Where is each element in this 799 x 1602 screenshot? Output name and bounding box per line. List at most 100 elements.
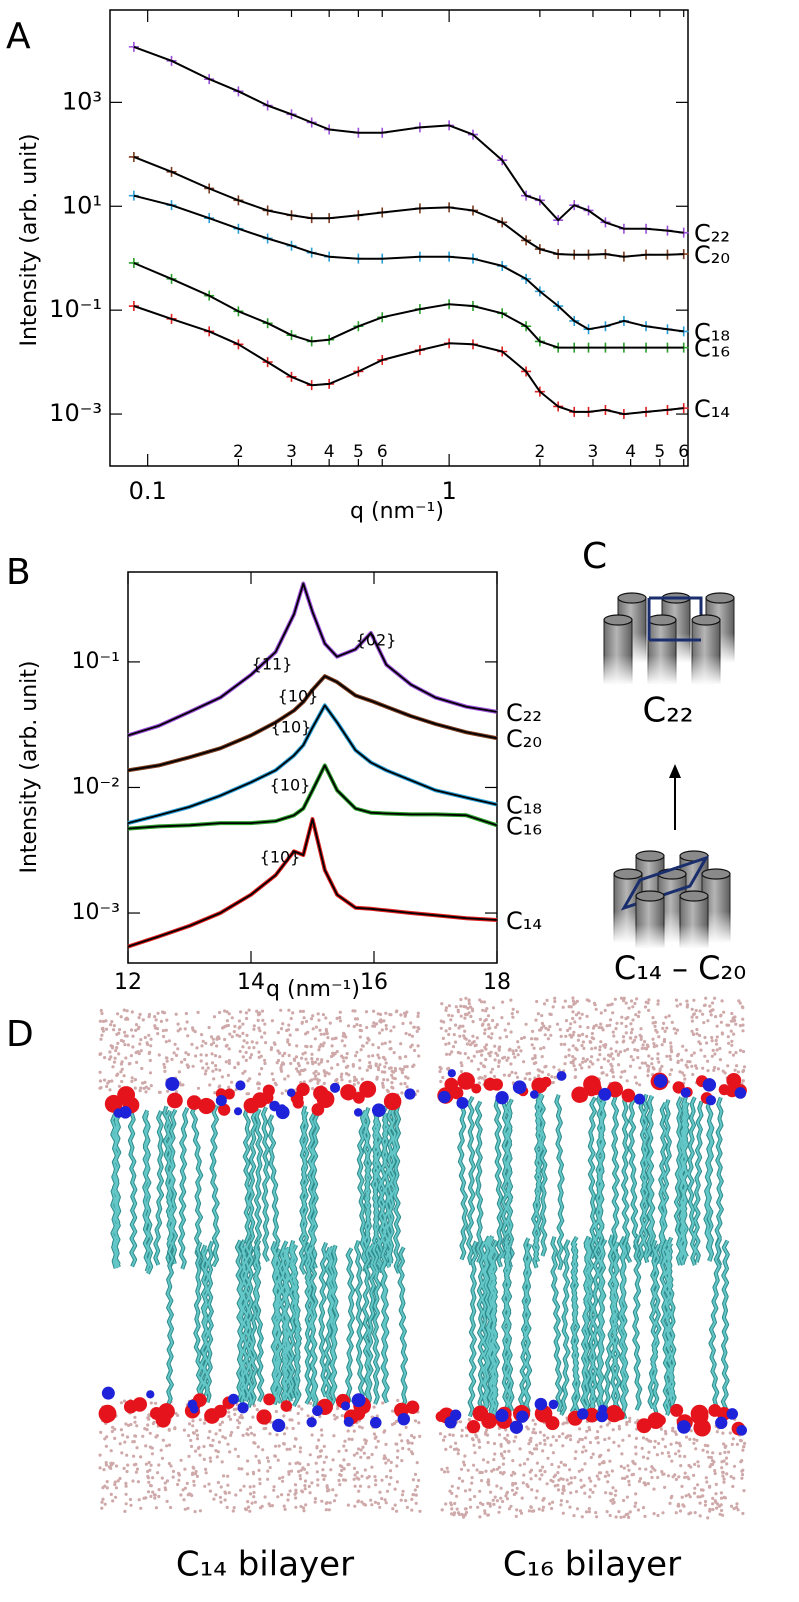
oxygen: [444, 1077, 459, 1092]
nitrogen: [371, 1103, 386, 1118]
nitrogen: [370, 1416, 382, 1429]
nitrogen: [233, 1107, 243, 1116]
x-tick-label: 16: [360, 970, 388, 995]
nitrogen: [146, 1390, 155, 1399]
x-tick-label: 12: [114, 970, 142, 995]
diagram-label: C₁₄ – C₂₀: [614, 949, 746, 987]
nitrogen: [702, 1078, 717, 1092]
nitrogen: [343, 1416, 354, 1427]
water: [438, 1416, 747, 1520]
cylinder-top: [701, 868, 731, 880]
x-tick-label: 6: [377, 442, 388, 462]
nitrogen: [235, 1080, 246, 1091]
water: [98, 1008, 421, 1097]
series-label: C₂₂: [694, 220, 730, 248]
fit-line: [127, 764, 498, 830]
oxygen: [167, 1092, 183, 1109]
peak-annotation: {11}: [252, 655, 293, 674]
nitrogen: [677, 1420, 691, 1434]
nitrogen: [715, 1416, 728, 1430]
oxygen: [280, 1400, 293, 1412]
nitrogen: [529, 1090, 539, 1099]
nitrogen: [456, 1096, 469, 1109]
peak-annotation: {10}: [278, 687, 319, 706]
fit-line: [127, 704, 498, 824]
cylinder-top: [647, 614, 677, 626]
series-label: C₁₈: [506, 792, 542, 820]
x-tick-label: 2: [534, 442, 545, 462]
nitrogen: [548, 1399, 559, 1410]
oxygen: [466, 1419, 481, 1434]
nitrogen: [634, 1093, 646, 1105]
fit-line: [133, 155, 684, 258]
nitrogen: [404, 1088, 416, 1100]
cylinder-top: [679, 890, 709, 902]
y-tick-label: 10⁻³: [49, 399, 102, 427]
oxygen: [584, 1407, 600, 1423]
lipid-tails: [111, 1104, 401, 1277]
cylinder-top: [635, 850, 665, 862]
nitrogen: [556, 1070, 567, 1081]
nitrogen: [447, 1069, 456, 1078]
nitrogen: [306, 1417, 317, 1428]
nitrogen: [237, 1402, 249, 1414]
data-point: [128, 257, 139, 268]
nitrogen: [726, 1408, 739, 1420]
plot-frame: [127, 571, 498, 964]
oxygen: [198, 1097, 215, 1115]
lattice-diagram: [603, 592, 735, 949]
image-caption: C₁₆ bilayer: [503, 1545, 681, 1585]
peak-annotation: {10}: [260, 848, 301, 867]
oxygen: [490, 1078, 503, 1091]
nitrogen: [286, 1088, 296, 1097]
oxygen: [352, 1407, 366, 1421]
y-axis-title: Intensity (arb. unit): [17, 133, 42, 346]
data-point: [128, 301, 139, 312]
cylinder-top: [691, 614, 721, 626]
water: [438, 996, 747, 1087]
oxygen: [213, 1404, 227, 1418]
cylinder-top: [705, 592, 735, 604]
nitrogen: [595, 1410, 608, 1423]
x-tick-label: 18: [483, 970, 511, 995]
oxygen: [217, 1103, 231, 1116]
oxygen: [435, 1411, 447, 1423]
nitrogen: [705, 1095, 717, 1106]
peak-annotation: {10}: [270, 776, 311, 795]
oxygen: [605, 1404, 623, 1423]
image-caption: C₁₄ bilayer: [176, 1545, 354, 1585]
x-tick-label: 4: [625, 442, 636, 462]
fit-line: [127, 582, 498, 737]
data-point: [128, 41, 139, 52]
peak-annotation: {10}: [271, 718, 312, 737]
y-tick-label: 10³: [62, 87, 102, 115]
unit-cell: [620, 855, 710, 911]
nitrogen: [329, 1082, 341, 1093]
arrow-head: [669, 764, 681, 778]
oxygen: [405, 1400, 420, 1414]
fit-line: [127, 675, 498, 772]
oxygen: [693, 1419, 711, 1437]
nitrogen: [397, 1412, 411, 1426]
lipid-tails: [468, 1234, 729, 1421]
nitrogen: [438, 1090, 451, 1104]
x-tick-label: 6: [678, 442, 689, 462]
nitrogen: [680, 1087, 691, 1098]
nitrogen: [119, 1106, 132, 1119]
oxygen: [471, 1083, 482, 1094]
nitrogen: [653, 1074, 668, 1088]
oxygen: [135, 1401, 146, 1412]
nitrogen: [534, 1397, 548, 1411]
cylinder-top: [617, 592, 647, 604]
nitrogen: [509, 1420, 524, 1434]
x-tick-label: 2: [233, 442, 244, 462]
x-tick-label: 1: [441, 477, 456, 505]
data-line: [127, 703, 498, 826]
nitrogen: [598, 1404, 608, 1414]
nitrogen: [734, 1087, 747, 1099]
nitrogen: [577, 1408, 589, 1420]
oxygen: [457, 1072, 476, 1090]
panel-label: B: [6, 552, 31, 593]
panel-label: A: [6, 16, 31, 57]
oxygen: [690, 1404, 709, 1423]
